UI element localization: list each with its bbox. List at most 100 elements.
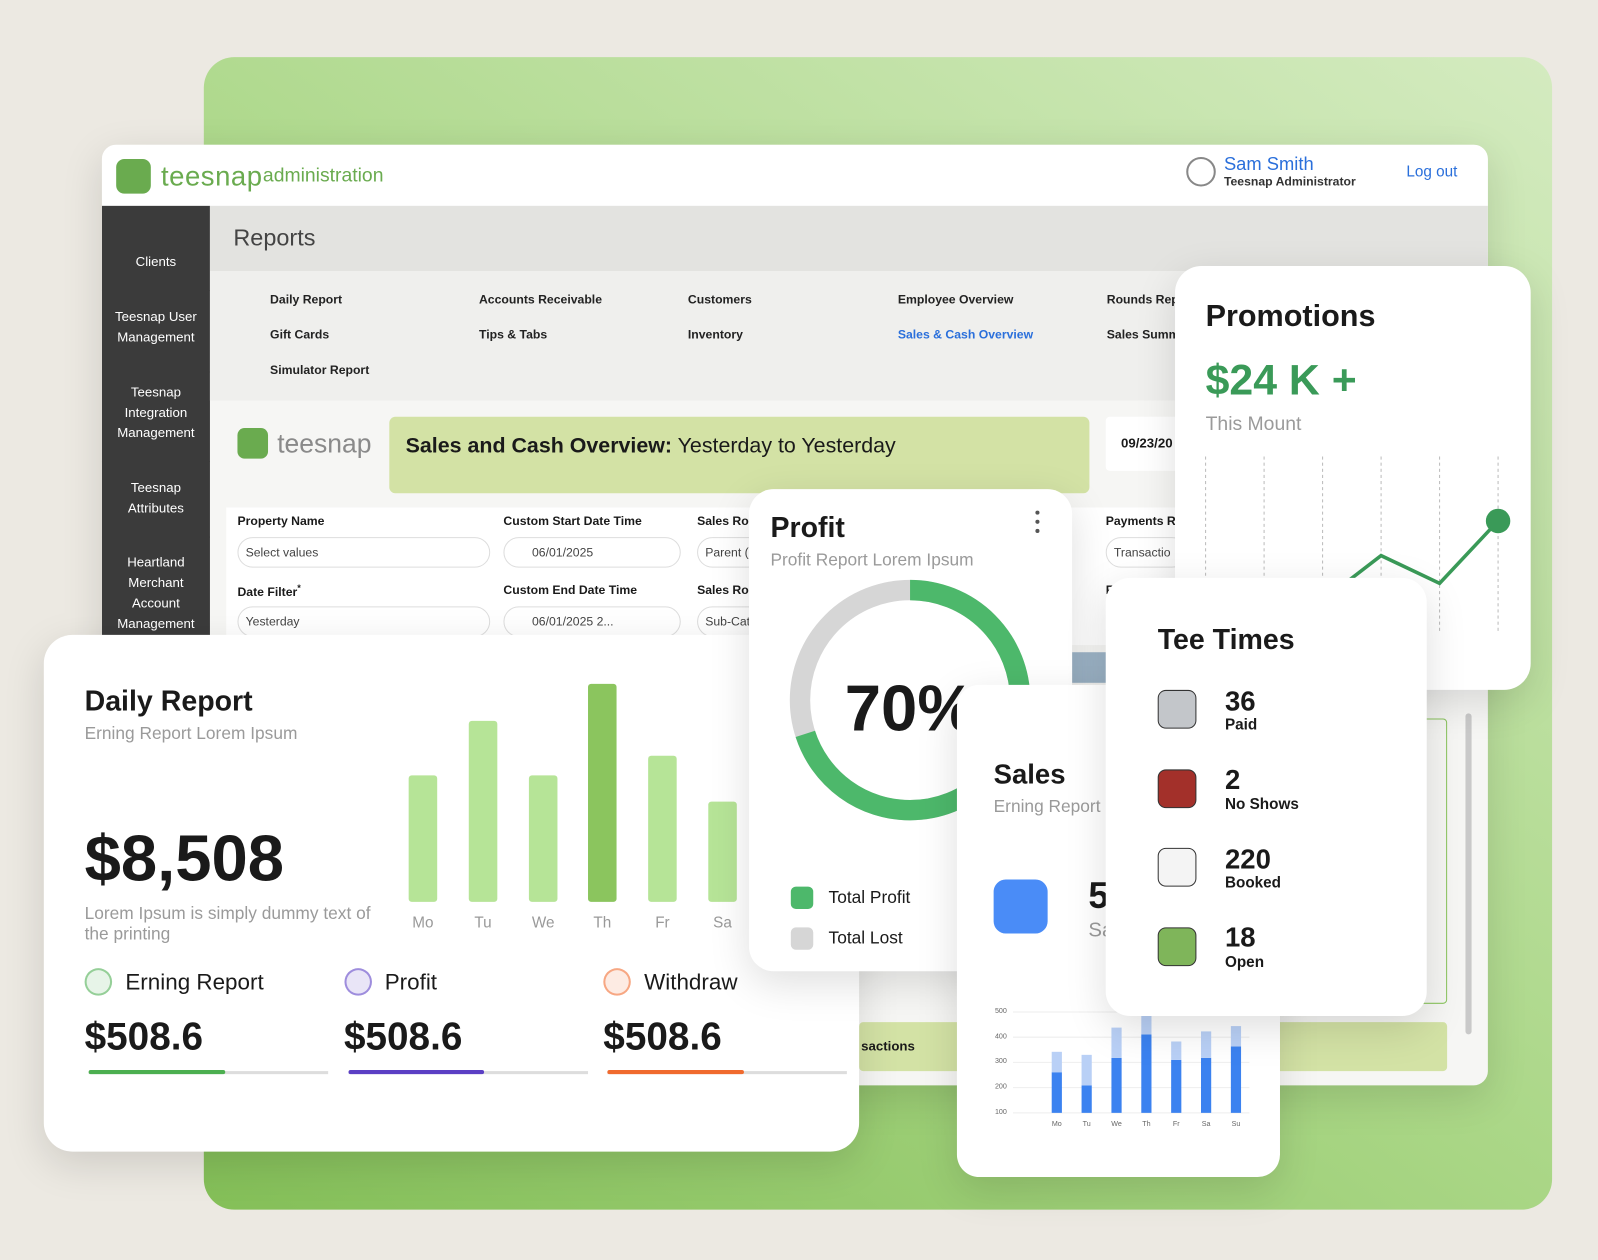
legend-swatch: [790, 927, 814, 950]
metric-label: Erning Report: [125, 968, 264, 995]
donut-label: 70%: [844, 671, 976, 745]
report-link[interactable]: Tips & Tabs: [478, 326, 548, 342]
promo-subtitle: This Mount: [1205, 413, 1302, 435]
x-tick-label: Fr: [655, 914, 670, 932]
bar-segment: [1081, 1085, 1092, 1113]
logout-link[interactable]: Log out: [1406, 163, 1458, 181]
filter-value: Yesterday: [245, 614, 300, 629]
bar: [528, 775, 558, 902]
sales-value: 5: [1088, 874, 1109, 917]
filter-value: Parent (: [705, 545, 749, 560]
bar: [468, 720, 498, 902]
promo-amount: $24 K +: [1205, 355, 1357, 404]
sidebar-item[interactable]: Teesnap User Management: [115, 308, 197, 345]
status-label: No Shows: [1224, 795, 1299, 813]
status-swatch: [1157, 768, 1197, 808]
filter-value: 06/01/2025: [531, 545, 594, 560]
bar-segment: [1111, 1057, 1122, 1113]
sidebar-item[interactable]: Teesnap Integration Management: [117, 384, 195, 441]
required-mark: *: [297, 582, 301, 593]
menu-dot: [1035, 519, 1040, 524]
x-tick-label: Fr: [1172, 1120, 1180, 1128]
banner-logo-text: teesnap: [277, 428, 372, 459]
filter-input[interactable]: [237, 537, 491, 568]
x-tick-label: We: [1111, 1120, 1122, 1128]
product-name: administration: [262, 164, 384, 187]
y-tick-label: 100: [994, 1108, 1007, 1116]
report-link[interactable]: Simulator Report: [270, 362, 370, 377]
sidebar-item[interactable]: Teesnap Attributes: [127, 479, 184, 516]
filter-value: Select values: [245, 545, 319, 560]
tee-times-card: Tee Times 36 Paid 2 No Shows 220 Booked 18 Open: [1105, 577, 1427, 1017]
report-link[interactable]: Daily Report: [270, 292, 343, 307]
metric-value: $508.6: [343, 1016, 463, 1060]
report-link[interactable]: Rounds Rep: [1106, 292, 1179, 307]
status-label: Paid: [1224, 716, 1258, 734]
x-tick-label: Th: [593, 914, 612, 932]
sidebar-item[interactable]: Heartland Merchant Account Management: [117, 554, 195, 631]
transactions-label: sactions: [861, 1038, 915, 1054]
filter-input[interactable]: [503, 537, 681, 568]
bar-segment: [1141, 1034, 1152, 1113]
bar: [708, 801, 737, 902]
filter-input[interactable]: [1105, 537, 1188, 568]
metric-label: Withdraw: [644, 968, 738, 995]
progress-fill: [88, 1070, 226, 1075]
banner-logo-icon: [237, 428, 269, 459]
report-link[interactable]: Employee Overview: [897, 292, 1014, 307]
sales-swatch: [993, 879, 1048, 934]
card-title: Promotions: [1205, 299, 1376, 334]
card-title: Tee Times: [1157, 623, 1295, 656]
bar-segment: [1051, 1072, 1062, 1113]
bar-segment: [1051, 1051, 1062, 1073]
user-role: Teesnap Administrator: [1223, 174, 1356, 189]
report-link[interactable]: Sales & Cash Overview: [897, 326, 1034, 342]
status-count: 36: [1224, 685, 1256, 717]
bar-segment: [1201, 1031, 1212, 1058]
sales-card-graphics: [1012, 1011, 1250, 1114]
report-link[interactable]: Sales Summa: [1106, 326, 1187, 342]
status-count: 18: [1224, 922, 1256, 954]
x-tick-label: Th: [1142, 1120, 1151, 1128]
x-tick-label: Sa: [713, 914, 732, 932]
status-swatch: [1157, 926, 1197, 966]
bar: [648, 755, 677, 902]
filter-label: Payments R: [1105, 513, 1176, 528]
logo-icon: [116, 158, 151, 194]
bar: [408, 775, 438, 902]
y-tick-label: 500: [994, 1007, 1007, 1015]
bar-segment: [1201, 1057, 1212, 1113]
report-link[interactable]: Gift Cards: [270, 326, 330, 342]
filter-input[interactable]: [503, 606, 681, 637]
user-avatar: [1186, 156, 1216, 187]
daily-report-card-content: Daily Report Erning Report Lorem Ipsum $8,…: [44, 635, 859, 1152]
x-tick-label: Sa: [1201, 1120, 1211, 1128]
filter-value: Transactio: [1113, 545, 1171, 560]
date-text: 09/23/20: [1121, 435, 1173, 451]
profit-card-content: Profit Profit Report Lorem Ipsum 70% Total …: [749, 489, 1072, 971]
filter-label: Sales Rol: [697, 513, 753, 528]
filter-input[interactable]: [237, 606, 491, 637]
x-tick-label: We: [531, 914, 555, 932]
user-name: Sam Smith: [1223, 154, 1314, 175]
scrollbar: [1465, 713, 1472, 1035]
daily-description: Lorem Ipsum is simply dummy text of the …: [84, 903, 371, 944]
progress-fill: [348, 1070, 485, 1075]
filter-label: Property Name: [237, 513, 325, 528]
report-link[interactable]: Accounts Receivable: [478, 292, 603, 307]
report-link[interactable]: Customers: [687, 292, 752, 307]
sidebar-item[interactable]: Clients: [135, 253, 177, 270]
banner: [389, 416, 1090, 494]
status-label: Booked: [1224, 874, 1282, 892]
promotions-card-content: Promotions $24 K + This Mount: [1175, 266, 1531, 690]
metric-icon: [343, 968, 372, 996]
legend-label: Total Lost: [828, 928, 903, 948]
y-tick-label: 300: [994, 1058, 1007, 1066]
status-swatch: [1157, 689, 1197, 729]
report-link[interactable]: Inventory: [687, 326, 743, 342]
card-subtitle: Profit Report Lorem Ipsum: [770, 550, 974, 570]
card-title: Sales: [993, 759, 1066, 790]
daily-report-card-graphics: [408, 683, 737, 902]
daily-amount: $8,508: [84, 820, 285, 895]
